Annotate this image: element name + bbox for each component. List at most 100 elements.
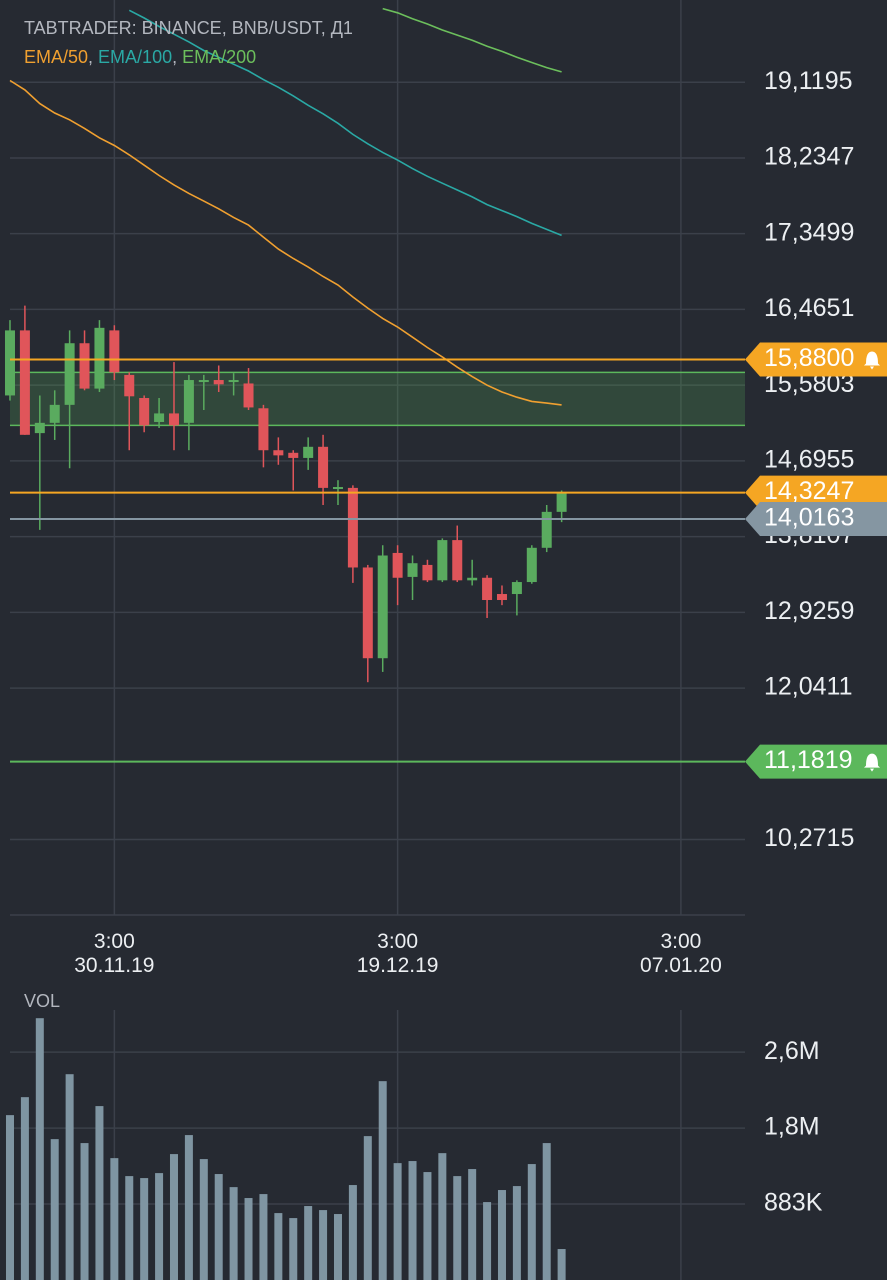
volume-bar [199,1159,208,1280]
candle-body [94,327,105,389]
candle-body [64,343,75,405]
y-tick-label: 12,9259 [764,597,854,625]
candle-body [19,330,30,435]
volume-bar [125,1176,134,1280]
chart-title: TABTRADER: BINANCE, BNB/USDT, Д1 [24,18,353,38]
candle-body [392,552,403,578]
y-tick-label: 18,2347 [764,143,854,171]
x-tick-label-line: 07.01.20 [640,954,722,977]
candle-body [243,383,254,408]
volume-bar [363,1136,372,1280]
x-tick-label-line: 3:00 [377,930,418,953]
alert-bell [864,351,880,370]
candle-body [4,330,15,396]
volume-bar [184,1135,193,1280]
candle-body [496,594,507,601]
candle-body [541,511,552,548]
candle-body [332,487,343,490]
volume-panel: 2,6M 1,8M 883K [5,1010,823,1280]
volume-bar [20,1097,29,1280]
zone [10,372,745,426]
volume-bar [35,1018,44,1280]
volume-bar [527,1164,536,1280]
price-tag [745,475,887,510]
candle-body [49,404,60,423]
candle-body [273,450,284,456]
volume-bar [229,1187,238,1280]
volume-bar [319,1210,328,1280]
ema-line [9,79,562,406]
candle-body [303,446,314,458]
candle-body [407,563,418,577]
x-tick-label-line: 3:00 [94,930,135,953]
volume-bar [214,1174,223,1280]
y-tick-label: 10,2715 [764,824,854,852]
volume-bar [333,1214,342,1280]
volume-bar [408,1161,417,1280]
volume-bar [423,1172,432,1280]
x-tick-label: 3:00 19.12.19 [357,930,439,977]
candle-body [124,374,135,397]
x-tick-label-line: 30.11.19 [74,954,154,977]
volume-bar [304,1206,313,1280]
volume-bar [483,1202,492,1280]
volume-bar [497,1190,506,1280]
price-tag-label: 14,3247 [764,477,854,505]
alert-bell [864,753,880,772]
candle-body [79,343,90,389]
volume-bar [557,1249,566,1280]
candle-body [526,547,537,583]
candle-body [198,380,209,383]
candle-body [422,564,433,581]
candle-body [258,408,269,451]
volume-bar [155,1173,164,1280]
volume-bar [378,1081,387,1280]
candle-body [467,577,478,581]
candle-body [511,582,522,595]
candle-body [347,487,358,568]
y-tick-label: 883K [764,1189,823,1217]
candle-body [183,380,194,423]
volume-title: VOL [24,991,60,1011]
volume-bar [289,1218,298,1280]
candle-body [318,446,329,488]
volume-bar [244,1198,253,1280]
candle-body [377,555,388,659]
volume-bar [393,1163,402,1280]
candle-body [437,540,448,581]
volume-bar [5,1115,14,1280]
y-tick-label: 2,6M [764,1037,820,1065]
x-tick-label-line: 3:00 [660,930,701,953]
legend: EMA/50, EMA/100, EMA/200 [24,47,256,67]
x-tick-label: 3:00 07.01.20 [640,930,722,977]
volume-bar [95,1106,104,1280]
volume-bar [65,1074,74,1280]
volume-bar [512,1186,521,1280]
volume-bar [140,1178,149,1280]
candle-body [109,330,120,373]
candle-body [556,492,567,512]
legend-entry: EMA/100 [98,47,172,67]
y-tick-label: 14,6955 [764,445,854,473]
volume-bar [110,1158,119,1280]
candle-body [139,398,150,426]
volume-bar [468,1169,477,1280]
price-tag [745,744,887,779]
price-tag [745,342,887,377]
price-tag [745,502,887,537]
y-tick-label: 1,8M [764,1113,820,1141]
x-tick-label: 3:00 30.11.19 [74,930,154,977]
legend-separator: , [88,47,98,67]
legend-entry: EMA/200 [182,47,256,67]
price-tag-label: 14,0163 [764,504,854,532]
candle-body [362,567,373,659]
ema-line [382,7,562,73]
y-tick-label: 17,3499 [764,218,854,246]
volume-bar [80,1143,89,1280]
candle-body [288,452,299,458]
legend-entry: EMA/50 [24,47,88,67]
price-tag-label: 11,1819 [764,746,853,774]
volume-bar [453,1176,462,1280]
candle-body [228,380,239,383]
candle-body [213,380,224,385]
